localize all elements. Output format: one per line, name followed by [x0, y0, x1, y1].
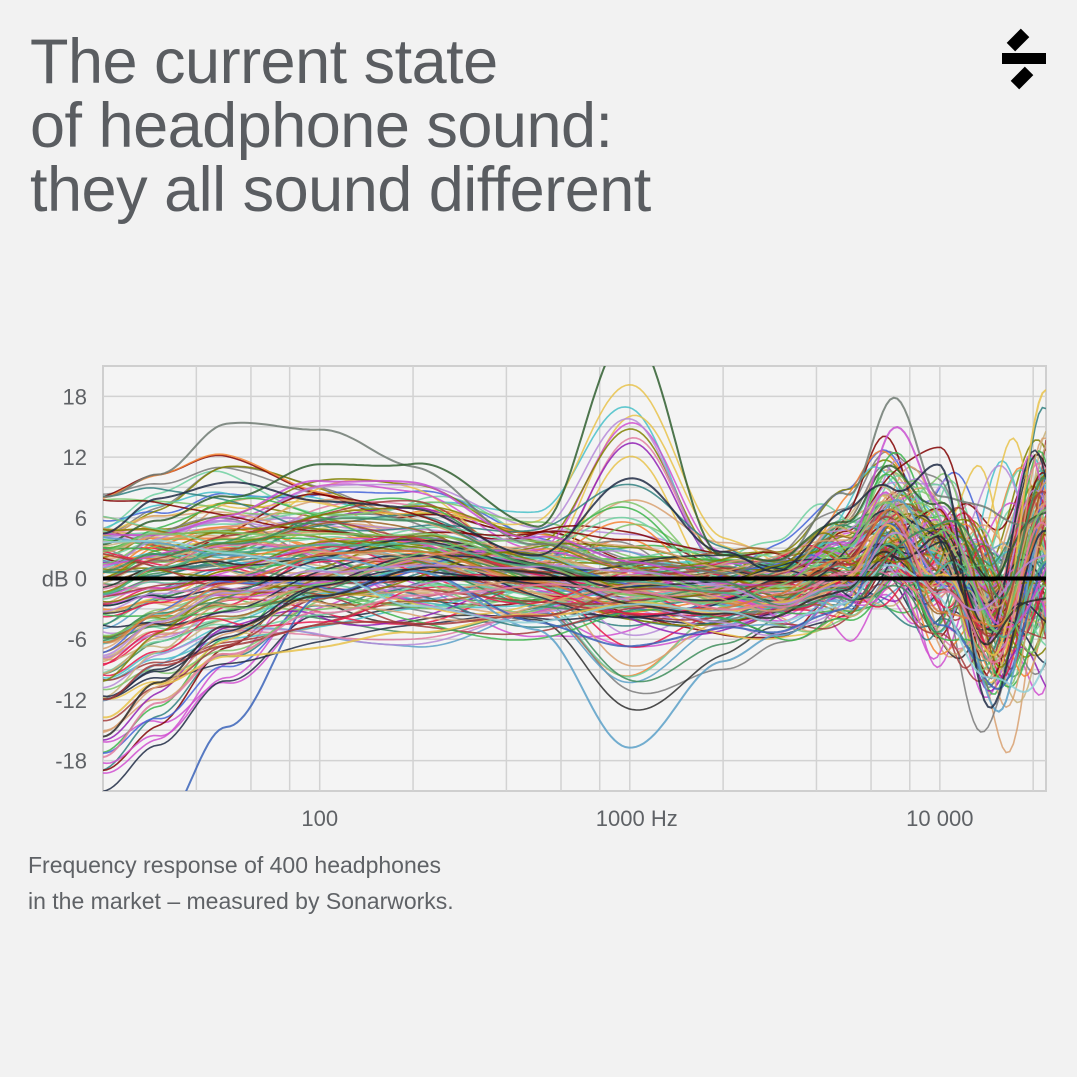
response-curve: [103, 498, 1046, 749]
x-tick-label: 10 000: [906, 806, 973, 831]
response-curve-variant: [103, 576, 1046, 683]
slashed-equals-logo-icon: [1002, 28, 1046, 90]
response-curve-variant: [103, 446, 1046, 616]
response-curve: [103, 463, 1046, 709]
caption-line-2: in the market – measured by Sonarworks.: [28, 888, 454, 914]
y-tick-label: 18: [63, 384, 87, 409]
y-tick-label: -12: [55, 688, 87, 713]
response-curve: [103, 396, 1046, 575]
y-tick-label: 12: [63, 445, 87, 470]
response-curve: [103, 531, 1046, 657]
response-curve: [103, 508, 1046, 644]
response-curve: [103, 539, 1046, 694]
response-curve: [103, 426, 1046, 629]
page-title: The current state of headphone sound: th…: [30, 30, 651, 222]
response-curve-variant: [103, 480, 1046, 654]
y-tick-label: -18: [55, 749, 87, 774]
response-curve-variant: [103, 540, 1046, 700]
chart-curves: [103, 366, 1046, 791]
response-curve-variant: [103, 480, 1046, 663]
x-tick-label: 100: [301, 806, 338, 831]
response-curve: [103, 366, 1046, 582]
response-curve-variant: [103, 506, 1046, 639]
response-curve: [103, 535, 1046, 738]
response-curve: [103, 490, 1046, 701]
response-curve-variant: [103, 450, 1046, 596]
title-line-2: of headphone sound:: [30, 91, 613, 161]
title-line-1: The current state: [30, 27, 498, 97]
response-curve-variant: [103, 519, 1046, 613]
response-curve: [103, 542, 1046, 639]
y-axis-ticks: 18 12 6 dB 0 -6 -12 -18: [42, 384, 87, 773]
x-tick-label: 1000 Hz: [596, 806, 678, 831]
y-tick-label: 6: [75, 506, 87, 531]
caption-line-1: Frequency response of 400 headphones: [28, 852, 442, 878]
title-line-3: they all sound different: [30, 155, 651, 225]
y-tick-label: -6: [67, 627, 87, 652]
response-curve: [103, 389, 1046, 719]
y-tick-label: dB 0: [42, 567, 87, 592]
response-curve: [103, 519, 1046, 759]
chart-caption: Frequency response of 400 headphones in …: [28, 847, 454, 919]
x-axis-ticks: 100 1000 Hz 10 000: [301, 806, 973, 831]
response-curve: [103, 477, 1046, 609]
